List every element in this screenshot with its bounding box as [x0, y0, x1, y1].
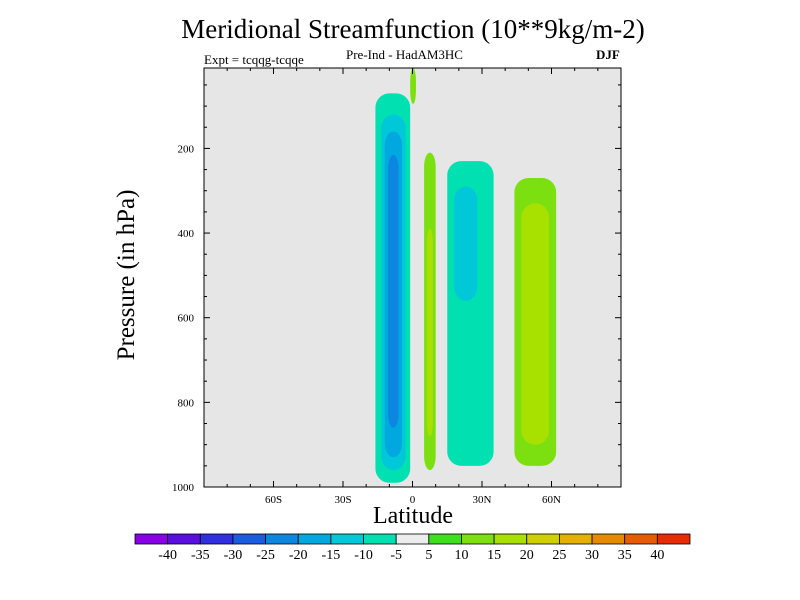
- y-tick-label: 800: [178, 397, 195, 409]
- colorbar-swatch: [265, 533, 299, 545]
- colorbar-swatch: [395, 533, 430, 545]
- colorbar-swatch: [461, 533, 495, 545]
- contour-equatorial-jet-top: [410, 68, 416, 104]
- contour-equatorial-band-core: [426, 228, 433, 437]
- x-tick-label: 60S: [265, 494, 282, 506]
- colorbar-label: -30: [224, 548, 243, 563]
- colorbar-swatch: [330, 533, 364, 545]
- contour-tropical-north-core: [454, 186, 478, 301]
- colorbar-swatch: [656, 533, 691, 545]
- colorbar-swatch: [526, 533, 560, 545]
- colorbar-swatch: [167, 533, 201, 545]
- y-tick-label: 1000: [172, 482, 195, 494]
- season-label: DJF: [596, 47, 620, 62]
- colorbar-label: 25: [552, 548, 566, 563]
- x-tick-label: 30N: [473, 494, 492, 506]
- colorbar-label: 20: [520, 548, 534, 563]
- colorbar-label: -15: [322, 548, 341, 563]
- contour-southern-cell-max: [388, 154, 399, 428]
- colorbar-label: 10: [454, 548, 468, 563]
- colorbar-label: 30: [585, 548, 599, 563]
- chart-title: Meridional Streamfunction (10**9kg/m-2): [181, 14, 645, 44]
- plot-area: [204, 68, 621, 487]
- colorbar-label: -40: [158, 548, 177, 563]
- colorbar-swatch: [199, 533, 234, 545]
- colorbar-swatch: [591, 533, 626, 545]
- colorbar-label: -35: [191, 548, 210, 563]
- colorbar-swatch: [624, 533, 658, 545]
- colorbar-swatch: [363, 533, 397, 545]
- colorbar-swatch: [297, 533, 332, 545]
- colorbar-swatch: [493, 533, 528, 545]
- y-tick-label: 400: [178, 228, 195, 240]
- colorbar-label: 15: [487, 548, 501, 563]
- colorbar-label: 5: [425, 548, 432, 563]
- colorbar-swatch: [134, 533, 169, 545]
- colorbar-swatch: [428, 533, 462, 545]
- x-tick-label: 30S: [334, 494, 351, 506]
- colorbar-label: -20: [289, 548, 308, 563]
- x-tick-label: 0: [410, 494, 416, 506]
- colorbar-label: -5: [390, 548, 402, 563]
- x-tick-label: 60N: [542, 494, 561, 506]
- colorbar-label: -10: [354, 548, 373, 563]
- colorbar-label: -25: [256, 548, 275, 563]
- y-tick-label: 600: [178, 313, 195, 325]
- x-axis-label: Latitude: [373, 503, 453, 529]
- experiment-label: Expt = tcqqg-tcqqe: [204, 52, 304, 67]
- colorbar-label: 40: [650, 548, 664, 563]
- contour-subtropical-north-core: [521, 203, 550, 445]
- comparison-label: Pre-Ind - HadAM3HC: [346, 47, 463, 62]
- colorbar-swatch: [232, 533, 266, 545]
- colorbar-label: 35: [618, 548, 632, 563]
- colorbar-swatch: [559, 533, 593, 545]
- y-tick-label: 200: [178, 143, 195, 155]
